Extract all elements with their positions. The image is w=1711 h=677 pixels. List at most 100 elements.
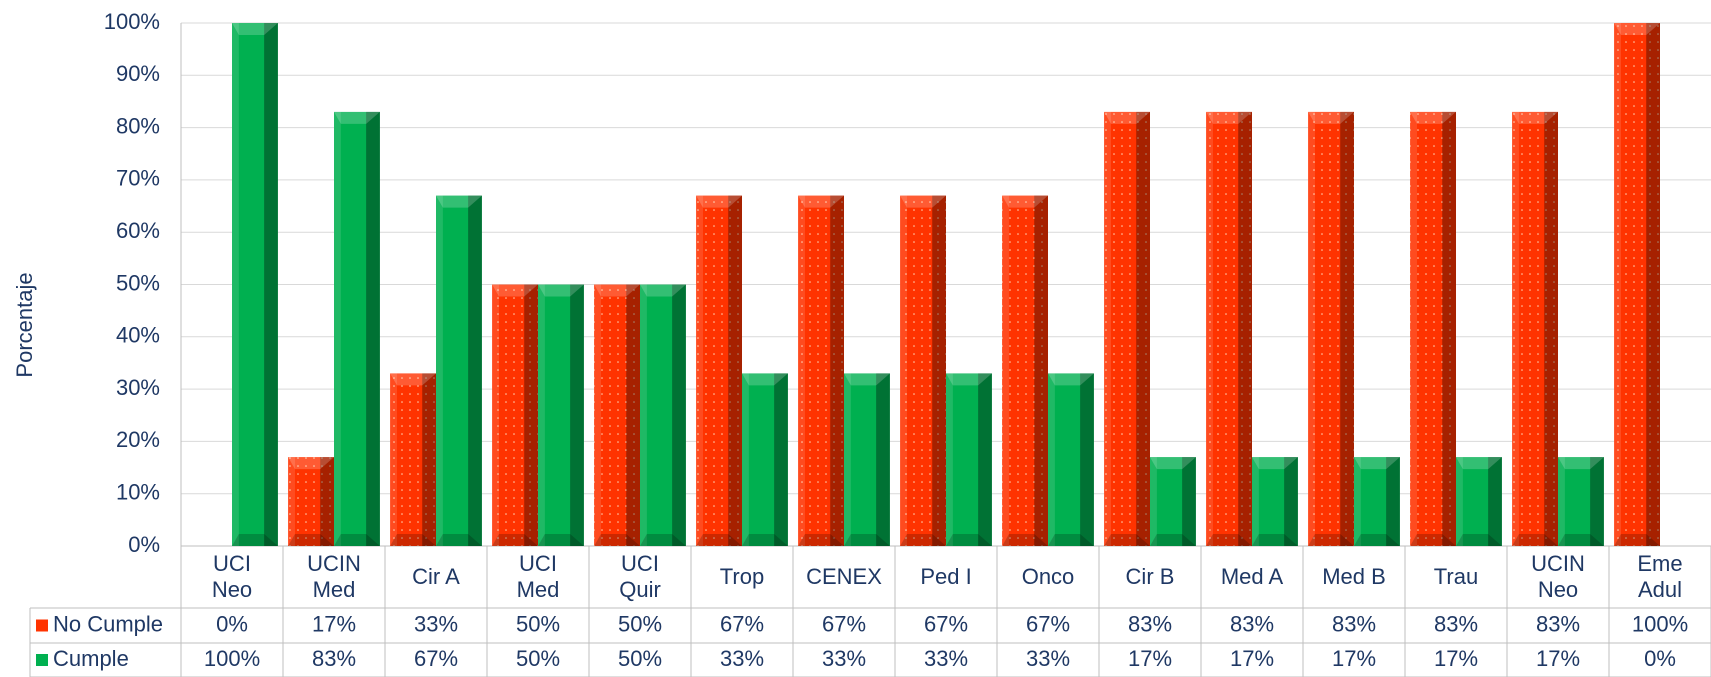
bar-face <box>1002 195 1048 546</box>
legend-label: No Cumple <box>53 611 163 636</box>
bar-left <box>844 373 851 546</box>
table-value: 67% <box>720 611 764 636</box>
table-value: 0% <box>1644 646 1676 671</box>
bar-bottom <box>1456 534 1502 546</box>
table-value: 83% <box>1230 611 1274 636</box>
bar <box>390 373 436 546</box>
x-tick-label: Trau <box>1434 564 1478 589</box>
bar-face <box>1354 457 1400 546</box>
bar-face <box>1048 373 1094 546</box>
bar-side <box>1284 457 1298 546</box>
bar-bottom <box>640 534 686 546</box>
bar-face <box>1512 111 1558 546</box>
table-value: 17% <box>1536 646 1580 671</box>
bar-bottom <box>1614 534 1660 546</box>
legend-key <box>36 619 48 632</box>
bar-left <box>798 195 805 546</box>
bar-top <box>844 373 890 386</box>
x-tick-label: Cir A <box>412 564 460 589</box>
bar-bottom <box>696 534 742 546</box>
bar-side <box>1488 457 1502 546</box>
bar <box>900 195 946 546</box>
table-value: 17% <box>1128 646 1172 671</box>
bar-face <box>1206 111 1252 546</box>
bar-side <box>320 457 334 546</box>
table-value: 50% <box>516 646 560 671</box>
y-tick-label: 90% <box>116 61 160 86</box>
bar-bottom <box>844 534 890 546</box>
bar-left <box>492 284 499 546</box>
bar-face <box>288 457 334 546</box>
table-value: 17% <box>1434 646 1478 671</box>
bar-left <box>1354 457 1361 546</box>
bar-left <box>900 195 907 546</box>
bar-side <box>830 195 844 546</box>
legend-key <box>36 654 48 666</box>
bar-face <box>594 284 640 546</box>
bar-side <box>672 284 686 546</box>
x-tick-label: Med A <box>1221 564 1284 589</box>
bar <box>1456 457 1502 546</box>
bar-bottom <box>1558 534 1604 546</box>
bar <box>436 195 482 546</box>
x-tick-label: Cir B <box>1126 564 1175 589</box>
bar-face <box>492 284 538 546</box>
bar-face <box>1558 457 1604 546</box>
bar <box>640 284 686 546</box>
bar-face <box>1614 23 1660 546</box>
bar-left <box>1150 457 1157 546</box>
table-value: 50% <box>516 611 560 636</box>
bar-left <box>288 457 295 546</box>
y-tick-label: 30% <box>116 375 160 400</box>
table-value: 17% <box>312 611 356 636</box>
x-tick-label: Neo <box>212 577 252 602</box>
bar-bottom <box>900 534 946 546</box>
bar-left <box>946 373 953 546</box>
bar-bottom <box>334 534 380 546</box>
bar <box>1558 457 1604 546</box>
bar-side <box>1340 111 1354 546</box>
bar-top <box>1150 457 1196 470</box>
bar-left <box>1104 111 1111 546</box>
bar-top <box>1104 111 1150 124</box>
bar <box>1614 23 1660 546</box>
table-value: 67% <box>822 611 866 636</box>
bar-left <box>1048 373 1055 546</box>
bar-face <box>436 195 482 546</box>
bar-face <box>1308 111 1354 546</box>
bar-bottom <box>1002 534 1048 546</box>
bar-bottom <box>1104 534 1150 546</box>
bar-left <box>1002 195 1009 546</box>
bar-top <box>1308 111 1354 124</box>
x-tick-label: UCI <box>621 551 659 576</box>
bar-side <box>1386 457 1400 546</box>
bar-side <box>468 195 482 546</box>
bar-top <box>640 284 686 297</box>
bar-side <box>1238 111 1252 546</box>
bar-bottom <box>1150 534 1196 546</box>
bar-left <box>390 373 397 546</box>
bar <box>946 373 992 546</box>
bar-side <box>1590 457 1604 546</box>
table-value: 33% <box>822 646 866 671</box>
bar <box>1002 195 1048 546</box>
bar-top <box>1512 111 1558 124</box>
bar-side <box>422 373 436 546</box>
bar-left <box>1512 111 1519 546</box>
table-value: 83% <box>1536 611 1580 636</box>
bar-face <box>1252 457 1298 546</box>
x-tick-label: Ped I <box>920 564 971 589</box>
bar-bottom <box>1206 534 1252 546</box>
bar-bottom <box>1252 534 1298 546</box>
bar-left <box>742 373 749 546</box>
bar-face <box>1150 457 1196 546</box>
bar-bottom <box>1512 534 1558 546</box>
x-tick-label: UCIN <box>307 551 361 576</box>
bar-side <box>728 195 742 546</box>
bar-bottom <box>390 534 436 546</box>
x-tick-label: Quir <box>619 577 661 602</box>
bar <box>742 373 788 546</box>
x-tick-label: Med <box>313 577 356 602</box>
bar-top <box>390 373 436 386</box>
bar-face <box>742 373 788 546</box>
